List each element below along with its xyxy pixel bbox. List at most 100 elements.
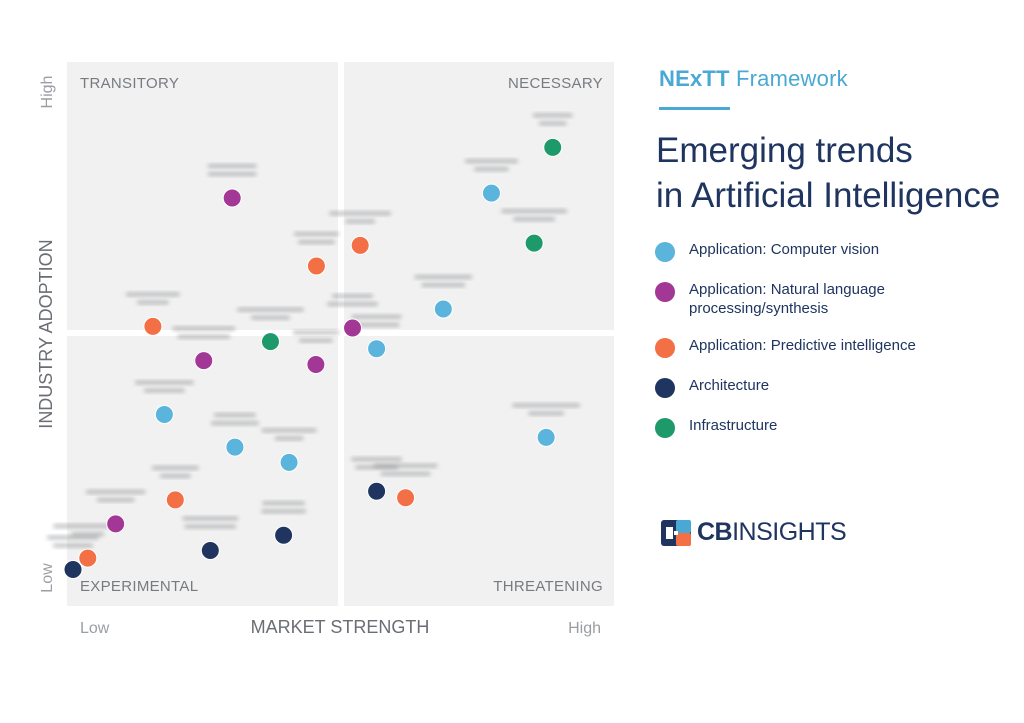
page-title-line-1: Emerging trends: [656, 131, 913, 170]
data-point-computer-vision: [154, 405, 174, 425]
quadrant-transitory: [67, 62, 338, 330]
point-label-blur: [96, 497, 135, 502]
point-label-blur: [177, 334, 231, 339]
point-label-blur: [327, 302, 379, 307]
legend-dot-infrastructure: [655, 418, 675, 438]
legend-dot-computer-vision: [655, 242, 675, 262]
data-point-infrastructure: [524, 233, 544, 253]
point-label-blur: [464, 159, 518, 164]
point-label-blur: [134, 380, 194, 385]
point-label-blur: [351, 314, 402, 319]
data-point-computer-vision: [279, 452, 299, 472]
point-label-blur: [512, 403, 581, 408]
point-label-blur: [261, 509, 307, 514]
point-label-blur: [125, 292, 180, 297]
point-label-blur: [345, 219, 376, 224]
x-axis-title: MARKET STRENGTH: [251, 617, 430, 637]
data-point-computer-vision: [536, 427, 556, 447]
legend-item: Application: Natural language processing…: [655, 280, 1015, 318]
data-point-predictive: [350, 235, 370, 255]
point-label-blur: [274, 436, 304, 441]
legend-item: Infrastructure: [655, 416, 1015, 438]
point-label-blur: [292, 330, 339, 335]
x-axis-tick-high: High: [568, 620, 601, 637]
legend-label: Application: Predictive intelligence: [689, 337, 916, 354]
point-label-blur: [373, 463, 438, 468]
y-axis-tick-high: High: [39, 76, 56, 109]
cbinsights-wordmark: CBINSIGHTS: [697, 518, 847, 547]
point-label-blur: [261, 428, 317, 433]
point-label-blur: [151, 465, 199, 470]
title-divider: [659, 107, 730, 110]
point-label-blur: [293, 232, 339, 236]
point-label-blur: [53, 524, 123, 529]
point-label-blur: [501, 209, 568, 214]
page-title-line-2: in Artificial Intelligence: [656, 176, 1001, 215]
cbinsights-brand: CBINSIGHTS: [661, 518, 847, 547]
data-point-architecture: [274, 525, 294, 545]
point-label-blur: [47, 535, 100, 540]
data-point-nlp: [106, 514, 126, 534]
data-point-computer-vision: [481, 183, 501, 203]
point-label-blur: [473, 167, 509, 172]
point-label-blur: [207, 164, 257, 168]
data-point-predictive: [143, 316, 163, 336]
point-label-blur: [421, 282, 466, 287]
data-point-predictive: [165, 490, 185, 510]
point-label-blur: [351, 457, 403, 462]
data-point-architecture: [367, 481, 387, 501]
data-point-architecture: [63, 560, 83, 580]
point-label-blur: [513, 217, 556, 222]
legend-label: Architecture: [689, 377, 770, 394]
legend-label: Application: Natural language processing…: [689, 281, 885, 317]
point-label-blur: [71, 532, 105, 537]
point-label-blur: [353, 322, 400, 327]
point-label-blur: [207, 172, 257, 176]
point-label-blur: [332, 294, 374, 299]
blurred-point-labels: [47, 113, 581, 548]
data-point-nlp: [222, 188, 242, 208]
data-points: [63, 137, 563, 580]
legend-dot-architecture: [655, 378, 675, 398]
quadrant-chart: TRANSITORY NECESSARY EXPERIMENTAL THREAT…: [36, 62, 614, 637]
point-label-blur: [297, 240, 335, 244]
quadrant-label-experimental: EXPERIMENTAL: [80, 578, 198, 595]
data-point-infrastructure: [543, 137, 563, 157]
legend-item: Architecture: [655, 376, 1015, 398]
point-label-blur: [298, 338, 333, 343]
point-label-blur: [213, 413, 256, 418]
point-label-blur: [250, 315, 290, 320]
point-label-blur: [414, 274, 473, 279]
point-label-blur: [329, 211, 392, 216]
point-label-blur: [236, 307, 304, 312]
legend: Application: Computer vision Application…: [655, 240, 1015, 456]
quadrant-experimental: [67, 336, 338, 606]
cbinsights-logo-icon: [661, 519, 691, 546]
point-label-blur: [182, 516, 239, 521]
point-label-blur: [532, 113, 573, 118]
point-label-blur: [143, 388, 185, 393]
quadrant-threatening: [344, 336, 614, 606]
point-label-blur: [172, 326, 236, 331]
quadrant-necessary: [344, 62, 614, 330]
x-axis-tick-low: Low: [80, 620, 110, 637]
point-label-blur: [53, 543, 94, 548]
framework-title-bold: NExTT: [659, 66, 730, 91]
page-title: Emerging trends in Artificial Intelligen…: [656, 128, 1016, 218]
legend-label: Infrastructure: [689, 417, 778, 434]
cbinsights-wordmark-rest: INSIGHTS: [732, 518, 847, 546]
legend-item: Application: Predictive intelligence: [655, 336, 1015, 358]
framework-title: NExTT Framework: [659, 66, 848, 92]
data-point-nlp: [343, 318, 363, 338]
data-point-architecture: [200, 541, 220, 561]
data-point-predictive: [396, 488, 416, 508]
data-point-nlp: [194, 351, 214, 371]
point-label-blur: [136, 300, 169, 305]
point-label-blur: [380, 471, 431, 476]
data-point-infrastructure: [260, 332, 280, 352]
y-axis-title: INDUSTRY ADOPTION: [36, 239, 56, 428]
legend-dot-predictive: [655, 338, 675, 358]
data-point-predictive: [78, 548, 98, 568]
legend-label: Application: Computer vision: [689, 241, 880, 258]
cbinsights-wordmark-bold: CB: [697, 518, 733, 546]
